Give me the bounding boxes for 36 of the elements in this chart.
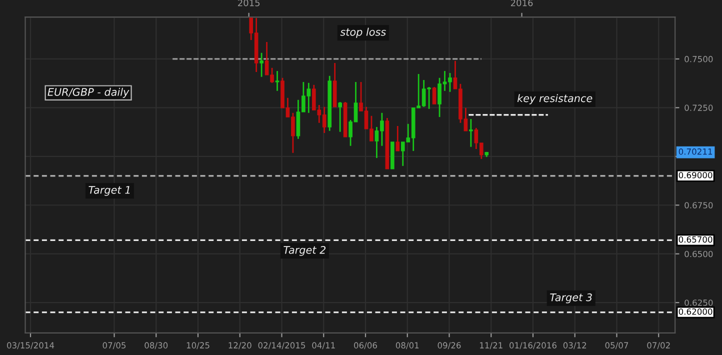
- x-tick-label: 01/16/2016: [510, 342, 556, 350]
- x-tick-label: 07/05: [102, 342, 126, 350]
- candlestick: [396, 125, 400, 152]
- x-tick-label: 12/20: [228, 342, 252, 350]
- x-tick-label: 03/12: [563, 342, 586, 350]
- x-tick-label: 05/07: [605, 342, 628, 350]
- candlestick: [432, 86, 436, 105]
- x-tick-label: 02/14/2015: [258, 342, 306, 350]
- x-tick-label: 08/01: [396, 342, 419, 350]
- annotation: Target 2: [284, 246, 326, 256]
- candlestick: [260, 52, 264, 78]
- y-tick-label: 0.6750: [684, 202, 713, 208]
- annotation: Target 1: [88, 186, 130, 196]
- x-tick-label: 03/15/2014: [7, 342, 54, 350]
- x-tick-label: 09/26: [438, 342, 461, 350]
- y-tick-label: 0.7500: [684, 56, 713, 62]
- y-tick-label: 0.6500: [684, 250, 713, 258]
- candlestick: [469, 118, 473, 148]
- x-tick-label: 04/11: [312, 342, 335, 350]
- x-tick-label: 07/02: [647, 342, 670, 350]
- y-tick-label: 0.6250: [684, 300, 713, 306]
- annotation: stop loss: [340, 28, 386, 38]
- x-tick-label: 11/21: [480, 342, 502, 350]
- ref-line-label: 0.69000: [678, 172, 712, 178]
- text: 0.70211: [678, 148, 712, 155]
- annotation: Target 3: [550, 293, 592, 304]
- text: EUR/GBP - daily: [48, 88, 130, 98]
- ref-line-label: 0.62000: [678, 308, 712, 315]
- y-tick-label: 0.7250: [684, 104, 713, 111]
- ref-line-label: 0.65700: [678, 236, 712, 243]
- annotation: key resistance: [517, 94, 592, 104]
- x-tick-label: 10/25: [186, 342, 210, 350]
- candlestick: [275, 70, 280, 92]
- x-tick-label: 08/30: [144, 342, 168, 350]
- candlestick: [338, 101, 342, 133]
- x-tick-label: 06/06: [354, 342, 377, 350]
